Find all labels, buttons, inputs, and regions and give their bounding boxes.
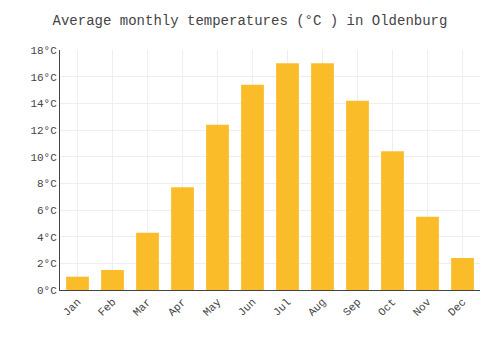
- svg-text:Nov: Nov: [411, 296, 434, 319]
- svg-text:Oct: Oct: [376, 296, 398, 318]
- svg-text:16°C: 16°C: [30, 72, 57, 84]
- svg-text:14°C: 14°C: [30, 98, 57, 110]
- svg-text:6°C: 6°C: [37, 205, 57, 217]
- svg-text:4°C: 4°C: [37, 232, 57, 244]
- svg-text:Jan: Jan: [61, 296, 83, 318]
- svg-text:Mar: Mar: [131, 296, 153, 318]
- svg-text:Average monthly temperatures (: Average monthly temperatures (°C ) in Ol…: [53, 13, 448, 29]
- svg-text:18°C: 18°C: [30, 45, 57, 57]
- svg-text:Feb: Feb: [96, 296, 118, 318]
- svg-text:Apr: Apr: [166, 296, 188, 318]
- svg-text:0°C: 0°C: [37, 285, 57, 297]
- svg-text:8°C: 8°C: [37, 178, 57, 190]
- svg-text:Sep: Sep: [341, 296, 363, 318]
- svg-text:Dec: Dec: [446, 296, 468, 318]
- svg-text:May: May: [201, 296, 224, 319]
- svg-text:Jun: Jun: [236, 296, 258, 318]
- svg-text:2°C: 2°C: [37, 258, 57, 270]
- svg-text:Aug: Aug: [306, 296, 328, 318]
- svg-text:10°C: 10°C: [30, 152, 57, 164]
- svg-text:Jul: Jul: [271, 296, 293, 318]
- svg-text:12°C: 12°C: [30, 125, 57, 137]
